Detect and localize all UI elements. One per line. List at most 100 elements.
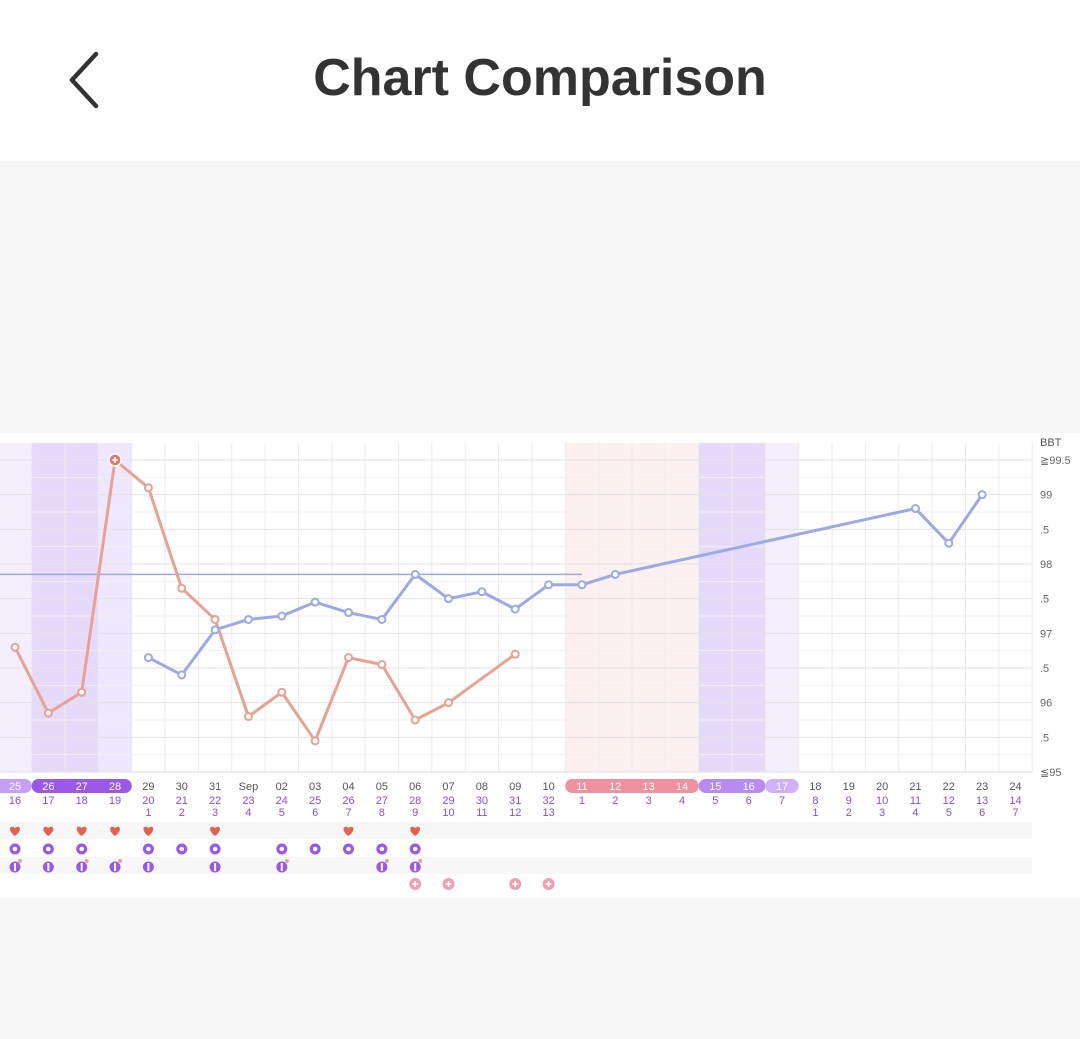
data-point[interactable]: [177, 583, 187, 593]
date-label[interactable]: 22: [943, 781, 955, 793]
date-label[interactable]: 07: [442, 781, 454, 793]
data-point[interactable]: [344, 653, 353, 663]
cycle-day-label: 13: [542, 807, 554, 819]
date-label[interactable]: 20: [876, 781, 888, 793]
badge-dot: [84, 859, 89, 863]
plus-glyph: [512, 881, 519, 887]
icon-glyph: [12, 846, 18, 852]
data-point[interactable]: [544, 580, 554, 590]
icon-glyph: [146, 846, 151, 852]
date-label[interactable]: 31: [209, 781, 221, 793]
date-label[interactable]: 28: [109, 781, 121, 793]
date-label[interactable]: 24: [1009, 781, 1021, 793]
data-point[interactable]: [143, 653, 153, 663]
date-label[interactable]: 12: [609, 781, 621, 793]
data-point[interactable]: [444, 698, 454, 708]
icon-glyph: [47, 863, 50, 871]
data-point[interactable]: [310, 597, 320, 607]
cycle-day-label: 27: [376, 795, 388, 807]
cycle-day-label: 1: [579, 795, 585, 807]
date-label[interactable]: 11: [576, 781, 587, 793]
bbt-chart[interactable]: BBT≧99.599.598.597.596.5≦95 25 26 27 28 29 30…: [0, 433, 1080, 898]
data-point[interactable]: [277, 687, 287, 697]
heart-icon[interactable]: [343, 826, 354, 836]
data-point[interactable]: [444, 594, 454, 604]
date-label[interactable]: 14: [676, 781, 688, 793]
heart-icon[interactable]: [410, 826, 421, 836]
heart-icon[interactable]: [10, 826, 20, 836]
y-tick-label: ≦95: [1040, 767, 1061, 779]
date-label[interactable]: 23: [976, 781, 988, 793]
heart-icon[interactable]: [43, 826, 54, 836]
date-label[interactable]: 04: [342, 781, 354, 793]
date-label[interactable]: 21: [909, 781, 921, 793]
data-point[interactable]: [210, 625, 220, 635]
data-point[interactable]: [210, 614, 220, 624]
data-point[interactable]: [910, 504, 920, 514]
badge-dot: [418, 859, 423, 863]
date-label[interactable]: 13: [643, 781, 655, 793]
badge-dot: [18, 859, 22, 863]
badge-dot: [384, 859, 389, 863]
date-label[interactable]: 15: [709, 781, 721, 793]
icon-glyph: [279, 846, 285, 852]
date-label[interactable]: Sep: [239, 781, 259, 793]
cycle-day-label: 21: [176, 795, 188, 807]
date-label[interactable]: 17: [776, 781, 788, 793]
data-point[interactable]: [944, 538, 954, 548]
data-point[interactable]: [477, 587, 487, 597]
date-label[interactable]: 06: [409, 781, 421, 793]
icon-glyph: [280, 863, 283, 871]
cycle-day-label: 25: [309, 795, 321, 807]
data-point[interactable]: [310, 736, 320, 746]
data-point[interactable]: [977, 490, 987, 500]
data-point[interactable]: [243, 712, 253, 722]
icon-glyph: [179, 846, 185, 852]
date-label[interactable]: 19: [843, 781, 855, 793]
heart-icon[interactable]: [76, 826, 87, 836]
date-label[interactable]: 18: [809, 781, 821, 793]
data-point[interactable]: [277, 611, 287, 621]
date-label[interactable]: 16: [743, 781, 755, 793]
date-label[interactable]: 09: [509, 781, 521, 793]
data-point[interactable]: [510, 604, 520, 614]
heart-icon[interactable]: [143, 826, 154, 836]
date-label[interactable]: 25: [9, 781, 21, 793]
data-point[interactable]: [177, 670, 187, 680]
data-point[interactable]: [243, 614, 253, 624]
cycle-day-label: 17: [42, 795, 54, 807]
data-point[interactable]: [510, 649, 520, 659]
data-point[interactable]: [143, 483, 153, 493]
cycle-day-label: 32: [542, 795, 554, 807]
cycle-day-label: 9: [412, 807, 418, 819]
date-label[interactable]: 03: [309, 781, 321, 793]
data-point[interactable]: [577, 580, 587, 590]
date-label[interactable]: 26: [42, 781, 54, 793]
bbt-chart-panel[interactable]: BBT ≧99.5 99.5 98.5 97.5 96.5 ≦95 25 26 27 28 29 30…: [0, 433, 1080, 898]
y-tick-label: ≧99.5: [1040, 455, 1071, 467]
heart-icon[interactable]: [110, 826, 120, 836]
heart-icon[interactable]: [210, 826, 221, 836]
data-point[interactable]: [43, 708, 53, 718]
data-point[interactable]: [377, 660, 387, 670]
cycle-day-label: 23: [242, 795, 254, 807]
date-label[interactable]: 05: [376, 781, 388, 793]
date-label[interactable]: 08: [476, 781, 488, 793]
cycle-day-label: 31: [509, 795, 521, 807]
y-tick-label: 99: [1040, 490, 1052, 502]
data-point[interactable]: [377, 614, 387, 624]
date-label[interactable]: 10: [542, 781, 554, 793]
data-point[interactable]: [344, 608, 353, 618]
data-point[interactable]: [610, 569, 620, 579]
back-button[interactable]: [60, 45, 120, 115]
date-label[interactable]: 30: [176, 781, 188, 793]
cycle-day-label: 13: [976, 795, 988, 807]
data-point[interactable]: [410, 715, 420, 725]
data-point[interactable]: [10, 642, 20, 652]
data-point[interactable]: [410, 569, 420, 579]
date-label[interactable]: 27: [76, 781, 88, 793]
date-label[interactable]: 02: [276, 781, 288, 793]
data-point[interactable]: [77, 687, 87, 697]
cycle-day-label: 8: [379, 807, 385, 819]
date-label[interactable]: 29: [142, 781, 154, 793]
